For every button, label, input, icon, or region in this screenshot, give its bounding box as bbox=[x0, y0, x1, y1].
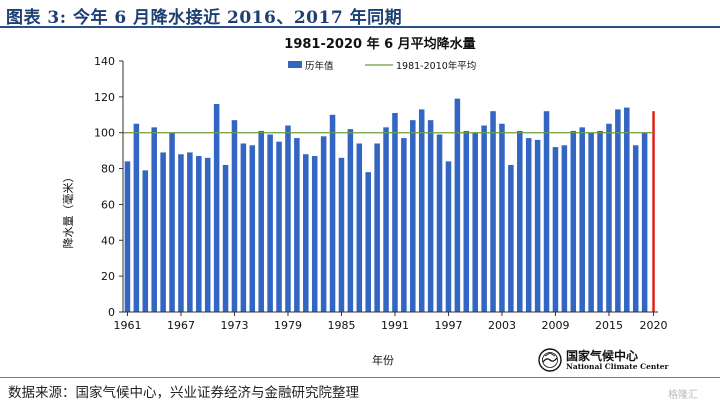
ncc-logo: 国家气候中心 National Climate Center bbox=[538, 348, 669, 374]
bar-1981 bbox=[303, 154, 309, 312]
bar-2017 bbox=[624, 107, 630, 312]
bar-2004 bbox=[508, 164, 514, 312]
y-tick-label: 140 bbox=[94, 55, 115, 68]
x-tick-label: 2003 bbox=[488, 319, 516, 332]
bar-1970 bbox=[204, 157, 211, 312]
x-tick-label: 2020 bbox=[640, 319, 668, 332]
ncc-seal-icon bbox=[538, 348, 562, 372]
bar-1982 bbox=[311, 156, 318, 312]
bar-1983 bbox=[320, 136, 327, 312]
x-tick-label: 1997 bbox=[434, 319, 462, 332]
y-tick-label: 0 bbox=[108, 306, 115, 319]
x-tick-label: 1961 bbox=[113, 319, 141, 332]
bar-2003 bbox=[499, 123, 505, 312]
bar-1978 bbox=[276, 141, 282, 312]
bar-2010 bbox=[561, 145, 568, 312]
y-tick-label: 100 bbox=[94, 127, 115, 140]
bar-1968 bbox=[187, 152, 193, 312]
bar-1965 bbox=[160, 152, 166, 312]
x-tick-label: 1973 bbox=[220, 319, 248, 332]
y-axis-label: 降水量（毫米） bbox=[61, 172, 75, 249]
x-tick-label: 1967 bbox=[167, 319, 195, 332]
bar-1998 bbox=[454, 98, 461, 313]
bar-1993 bbox=[410, 120, 416, 313]
bar-1987 bbox=[356, 143, 363, 312]
bar-1992 bbox=[401, 138, 407, 312]
bar-1974 bbox=[240, 143, 247, 312]
bar-2016 bbox=[615, 109, 621, 313]
bar-2007 bbox=[534, 139, 541, 312]
bar-2000 bbox=[472, 132, 478, 312]
legend-label-yearly: 历年值 bbox=[305, 60, 334, 72]
x-axis-ticks: 1961 1967 1973 1979 1985 1991 1997 2003 2009 2015… bbox=[113, 312, 668, 332]
bars bbox=[124, 98, 655, 313]
y-tick-label: 120 bbox=[94, 91, 115, 104]
bar-1963 bbox=[142, 170, 149, 312]
bar-2018 bbox=[632, 145, 639, 312]
bar-1969 bbox=[196, 156, 202, 312]
bar-1971 bbox=[213, 104, 220, 313]
legend-label-average: 1981-2010年平均 bbox=[396, 60, 476, 72]
bar-1991 bbox=[392, 112, 398, 312]
bar-2005 bbox=[517, 130, 523, 312]
x-tick-label: 2015 bbox=[595, 319, 623, 332]
logo-english-name: National Climate Center bbox=[566, 362, 669, 371]
bar-1975 bbox=[249, 145, 256, 312]
bar-1972 bbox=[222, 164, 229, 312]
y-tick-label: 40 bbox=[101, 234, 115, 247]
x-tick-label: 1985 bbox=[327, 319, 355, 332]
bar-1985 bbox=[338, 157, 345, 312]
bar-2008 bbox=[543, 111, 550, 312]
bar-1980 bbox=[294, 138, 300, 312]
bar-1962 bbox=[133, 123, 140, 312]
bar-1961 bbox=[124, 161, 131, 312]
bar-1990 bbox=[383, 127, 389, 312]
figure-heading: 图表 3: 今年 6 月降水接近 2016、2017 年同期 bbox=[6, 8, 403, 28]
legend: 历年值 1981-2010年平均 bbox=[288, 60, 476, 72]
y-axis-ticks: 0 20 40 60 80 100 120 140 bbox=[94, 55, 123, 319]
source-note: 数据来源：国家气候中心，兴业证券经济与金融研究院整理 bbox=[8, 385, 359, 401]
x-tick-label: 1991 bbox=[381, 319, 409, 332]
x-axis-label: 年份 bbox=[372, 353, 394, 367]
bar-2020 bbox=[652, 111, 655, 312]
bar-1977 bbox=[267, 134, 273, 312]
legend-swatch-yearly bbox=[288, 61, 302, 68]
bar-1995 bbox=[427, 120, 434, 313]
y-tick-label: 80 bbox=[101, 163, 115, 176]
watermark: 格隆汇 bbox=[668, 390, 698, 401]
bar-1997 bbox=[445, 161, 452, 312]
footer-rule bbox=[0, 377, 720, 378]
bar-1964 bbox=[151, 127, 157, 312]
bar-1989 bbox=[374, 143, 380, 312]
bar-2015 bbox=[606, 123, 612, 312]
bar-2014 bbox=[597, 130, 603, 312]
y-tick-label: 60 bbox=[101, 198, 115, 211]
heading-rule bbox=[0, 26, 720, 28]
bar-2011 bbox=[570, 130, 577, 312]
bar-2002 bbox=[490, 111, 496, 312]
x-tick-label: 2009 bbox=[541, 319, 569, 332]
bar-1973 bbox=[231, 120, 238, 313]
bar-1988 bbox=[365, 172, 371, 312]
bar-2012 bbox=[579, 127, 585, 312]
bar-2001 bbox=[481, 125, 487, 313]
bar-1996 bbox=[436, 134, 443, 312]
chart-title: 1981-2020 年 6 月平均降水量 bbox=[284, 36, 475, 52]
bar-1976 bbox=[258, 130, 264, 312]
bar-1966 bbox=[169, 132, 175, 312]
bar-1967 bbox=[178, 154, 184, 312]
bar-2009 bbox=[552, 147, 559, 312]
bar-2019 bbox=[641, 132, 648, 312]
bar-1999 bbox=[463, 130, 470, 312]
precipitation-chart: 1981-2020 年 6 月平均降水量 历年值 1981-2010年平均 降水… bbox=[61, 36, 668, 367]
bar-1979 bbox=[285, 125, 291, 313]
logo-chinese-name: 国家气候中心 bbox=[566, 349, 639, 363]
bar-2013 bbox=[588, 132, 594, 312]
y-tick-label: 20 bbox=[101, 270, 115, 283]
x-tick-label: 1979 bbox=[274, 319, 302, 332]
bar-1984 bbox=[329, 114, 336, 313]
bar-2006 bbox=[525, 138, 532, 312]
bar-1986 bbox=[347, 129, 354, 312]
bar-1994 bbox=[418, 109, 425, 313]
